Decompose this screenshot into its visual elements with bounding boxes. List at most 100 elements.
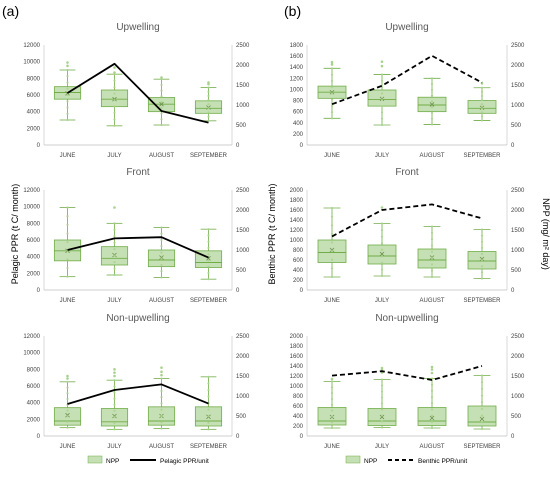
right-tick-label: 2000 xyxy=(511,354,525,360)
data-point xyxy=(380,255,384,258)
legend-npp-swatch-b xyxy=(345,455,361,464)
category-label: JUNE xyxy=(60,153,76,159)
category-label: JUNE xyxy=(324,444,340,450)
left-tick-label: 1800 xyxy=(290,344,304,350)
benthic-ppr-line xyxy=(331,365,483,381)
data-point xyxy=(330,275,334,279)
data-point xyxy=(66,215,69,218)
data-point xyxy=(380,79,384,82)
right-tick-label: 0 xyxy=(511,143,515,149)
data-point xyxy=(380,420,384,423)
data-point xyxy=(113,267,116,270)
category-label: JULY xyxy=(375,153,389,159)
right-tick-label: 1000 xyxy=(511,394,525,400)
left-tick-label: 0 xyxy=(300,434,304,440)
data-point xyxy=(430,82,434,86)
panel-title: Upwelling xyxy=(385,22,428,33)
left-tick-label: 0 xyxy=(300,288,304,294)
left-tick-label: 800 xyxy=(293,99,304,105)
data-point xyxy=(113,105,116,108)
category-label: JUNE xyxy=(60,444,76,450)
data-point xyxy=(330,224,334,227)
data-point xyxy=(380,248,384,251)
data-point xyxy=(207,234,210,237)
data-point xyxy=(330,79,334,82)
category-label: JUNE xyxy=(324,153,340,159)
left-tick-label: 1400 xyxy=(290,364,304,370)
data-point xyxy=(66,275,69,278)
left-tick-label: 200 xyxy=(293,278,304,284)
data-point xyxy=(480,94,484,98)
data-point xyxy=(207,408,210,411)
left-tick-label: 400 xyxy=(293,268,304,274)
data-point xyxy=(207,246,210,250)
data-point xyxy=(480,119,484,122)
left-tick-label: 200 xyxy=(293,132,304,138)
data-point xyxy=(330,110,334,114)
data-point xyxy=(480,265,484,268)
data-point xyxy=(330,250,334,253)
left-tick-label: 10000 xyxy=(23,351,40,357)
data-point xyxy=(160,270,163,273)
outlier-point xyxy=(66,61,69,64)
data-point xyxy=(430,408,434,411)
left-tick-label: 6000 xyxy=(27,93,41,99)
category-label: SEPTEMBER xyxy=(190,444,228,450)
data-point xyxy=(480,107,484,110)
right-tick-label: 0 xyxy=(236,143,240,149)
data-point xyxy=(113,235,116,238)
right-tick-label: 500 xyxy=(511,414,522,420)
data-point xyxy=(330,85,334,89)
data-point xyxy=(430,77,434,80)
data-point xyxy=(430,263,434,266)
right-tick-label: 2000 xyxy=(236,354,250,360)
data-point xyxy=(207,388,210,392)
category-label: SEPTEMBER xyxy=(463,153,501,159)
data-point xyxy=(160,421,163,424)
data-point xyxy=(160,389,163,393)
right-y-axis-title: NPP (mg/ m² day) xyxy=(541,198,550,270)
left-tick-label: 4000 xyxy=(27,401,41,407)
data-point xyxy=(207,395,210,398)
data-point xyxy=(480,277,484,280)
data-point xyxy=(380,426,384,429)
data-point xyxy=(160,123,163,127)
mean-stroke xyxy=(159,255,164,260)
outlier-point xyxy=(380,64,384,68)
left-tick-label: 800 xyxy=(293,248,304,254)
left-tick-label: 12000 xyxy=(23,334,40,340)
right-tick-label: 2500 xyxy=(511,43,525,49)
data-point xyxy=(330,98,334,101)
mean-stroke xyxy=(479,256,485,262)
data-point xyxy=(330,215,334,218)
outlier-point xyxy=(480,82,484,85)
data-point xyxy=(480,407,484,411)
data-point xyxy=(113,254,116,257)
benthic-ppr-line xyxy=(331,54,483,106)
right-tick-label: 1000 xyxy=(236,103,250,109)
data-point xyxy=(207,90,210,93)
panel-a-1: Front 0 2000 4000 6000 8000 10000 12000 0 500 1000… xyxy=(23,167,250,304)
data-point xyxy=(480,414,484,417)
data-point xyxy=(207,278,210,281)
data-point xyxy=(66,118,69,122)
data-point xyxy=(330,206,334,210)
left-tick-label: 6000 xyxy=(27,384,41,390)
right-tick-label: 500 xyxy=(236,268,247,274)
box-mean-marker xyxy=(159,101,164,107)
data-point xyxy=(430,244,434,247)
data-point xyxy=(480,228,484,231)
right-tick-label: 2500 xyxy=(236,43,250,49)
data-point xyxy=(207,382,210,385)
data-point xyxy=(66,106,69,109)
left-tick-label: 2000 xyxy=(290,334,304,340)
mean-stroke xyxy=(329,247,335,253)
category-label: SEPTEMBER xyxy=(463,444,501,450)
data-point xyxy=(330,397,334,401)
data-point xyxy=(380,123,384,127)
data-point xyxy=(380,268,384,271)
left-tick-label: 10000 xyxy=(23,205,40,211)
left-tick-label: 1200 xyxy=(290,374,304,380)
left-tick-label: 0 xyxy=(37,288,41,294)
box-mean-marker xyxy=(429,102,435,107)
